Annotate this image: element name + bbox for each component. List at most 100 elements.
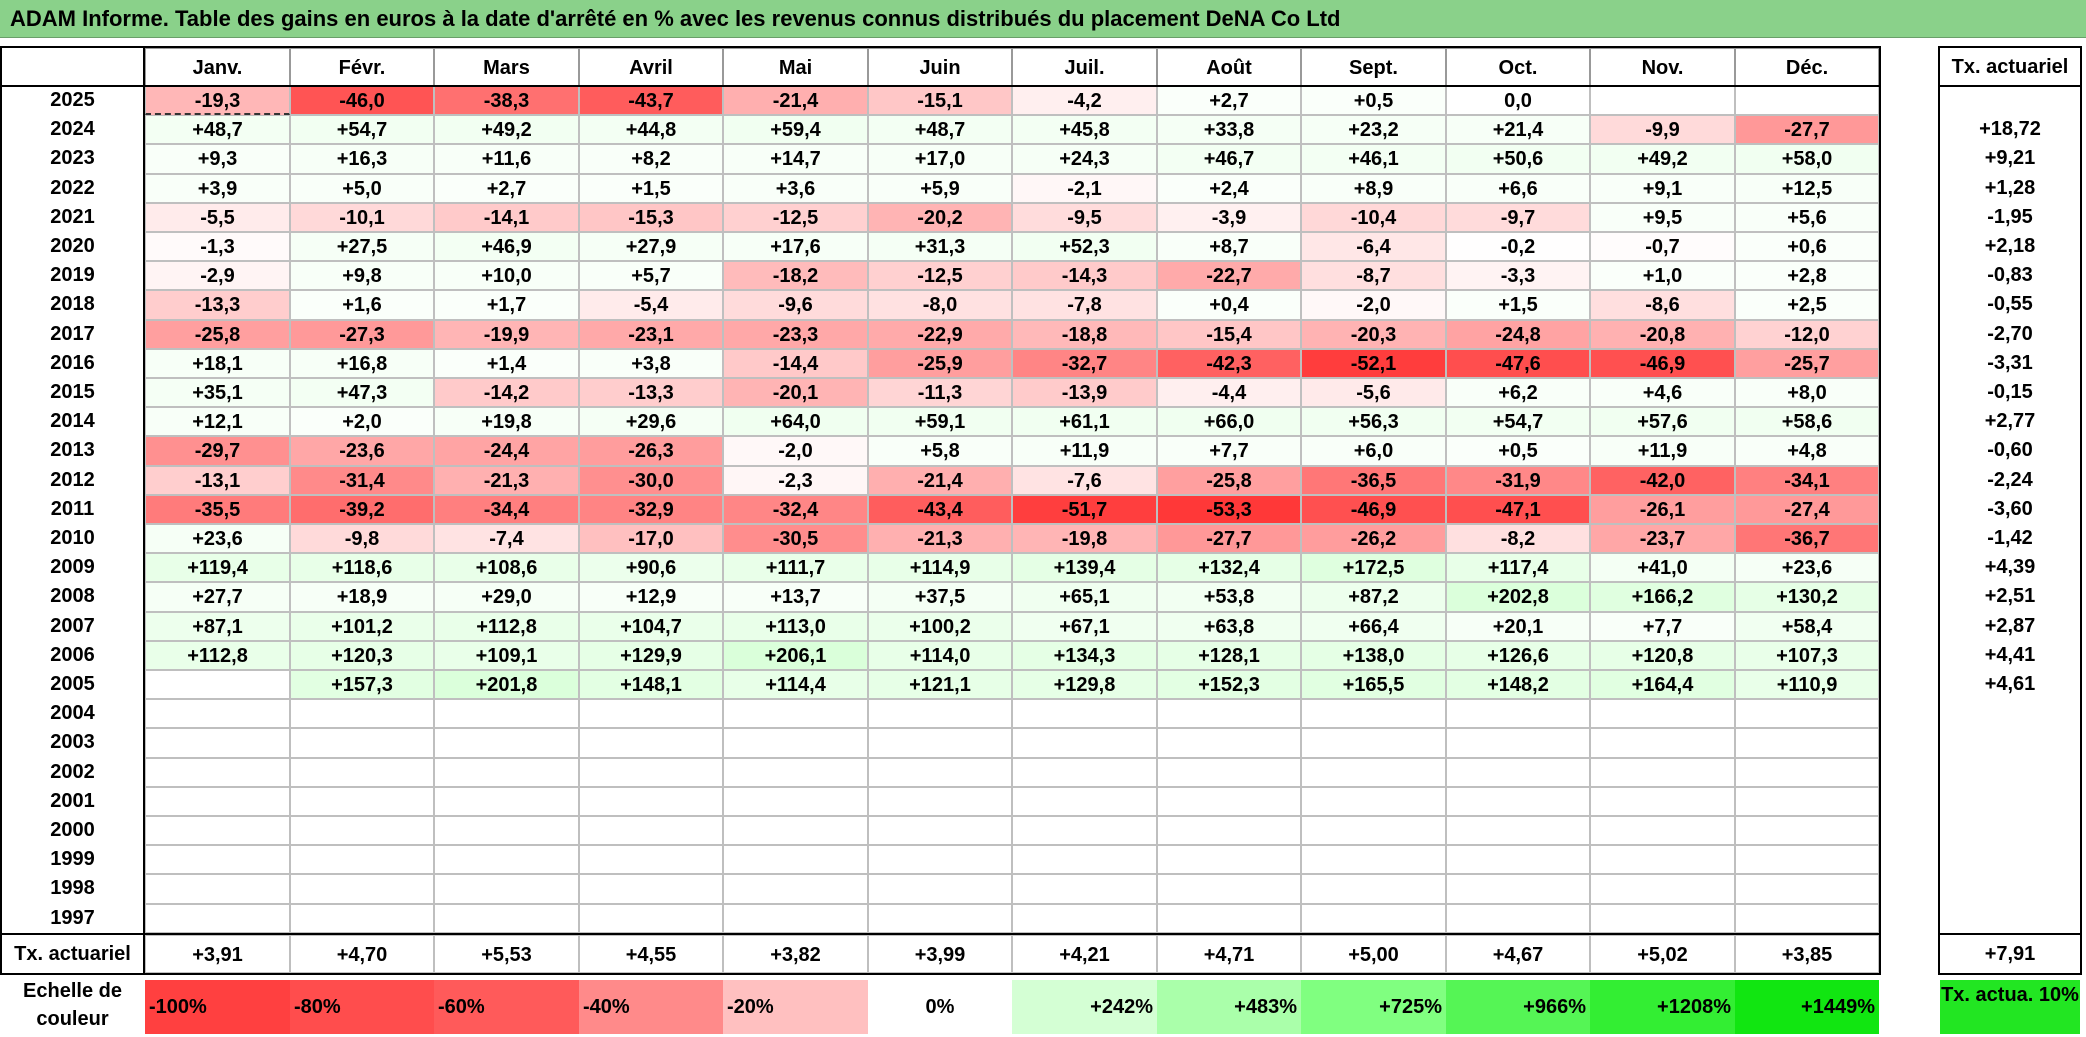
return-cell: +114,9 xyxy=(868,553,1012,583)
return-cell: +87,1 xyxy=(145,611,290,641)
return-cell: -5,5 xyxy=(145,202,290,232)
return-cell: +113,0 xyxy=(723,611,868,641)
row-tx-actuariel xyxy=(1940,728,2080,757)
return-cell: -34,1 xyxy=(1735,465,1879,495)
return-cell: +1,4 xyxy=(434,348,579,378)
return-cell: +9,8 xyxy=(290,261,434,291)
return-cell: +5,0 xyxy=(290,173,434,203)
return-cell: -6,4 xyxy=(1301,232,1446,262)
return-cell: +114,4 xyxy=(723,670,868,700)
return-cell: +23,6 xyxy=(1735,553,1879,583)
month-header: Déc. xyxy=(1735,48,1879,86)
year-label: 2002 xyxy=(50,760,95,783)
row-tx-actuariel: +2,87 xyxy=(1984,614,2036,637)
return-cell xyxy=(868,757,1012,787)
return-cell: +46,9 xyxy=(434,232,579,262)
footer-tx-cell: +5,00 xyxy=(1301,934,1446,973)
return-cell: -4,4 xyxy=(1157,378,1301,408)
return-cell xyxy=(1446,786,1590,816)
return-cell: -2,0 xyxy=(723,436,868,466)
return-cell: +104,7 xyxy=(579,611,723,641)
return-cell: +29,6 xyxy=(579,407,723,437)
return-cell: +166,2 xyxy=(1590,582,1735,612)
month-header: Avril xyxy=(579,48,723,86)
return-cell: +130,2 xyxy=(1735,582,1879,612)
return-cell xyxy=(1012,816,1157,846)
return-cell: +148,1 xyxy=(579,670,723,700)
return-cell: +12,9 xyxy=(579,582,723,612)
return-cell: +48,7 xyxy=(868,115,1012,145)
return-cell: +18,9 xyxy=(290,582,434,612)
row-tx-actuariel xyxy=(1940,787,2080,816)
return-cell: -1,3 xyxy=(145,232,290,262)
return-cell: +29,0 xyxy=(434,582,579,612)
return-cell: -2,9 xyxy=(145,261,290,291)
return-cell: +9,1 xyxy=(1590,173,1735,203)
return-cell: +3,6 xyxy=(723,173,868,203)
return-cell: +121,1 xyxy=(868,670,1012,700)
color-scale-swatch: -60% xyxy=(434,980,579,1034)
return-cell: +110,9 xyxy=(1735,670,1879,700)
return-cell: -36,5 xyxy=(1301,465,1446,495)
return-cell: +56,3 xyxy=(1301,407,1446,437)
return-cell: +8,0 xyxy=(1735,378,1879,408)
return-cell xyxy=(290,874,434,904)
return-cell: -35,5 xyxy=(145,494,290,524)
return-cell: -26,1 xyxy=(1590,494,1735,524)
return-cell: +66,0 xyxy=(1157,407,1301,437)
year-label: 2013 xyxy=(50,439,95,462)
return-cell: -23,6 xyxy=(290,436,434,466)
return-cell: +164,4 xyxy=(1590,670,1735,700)
return-cell xyxy=(1735,845,1879,875)
return-cell: -31,9 xyxy=(1446,465,1590,495)
return-cell: -19,8 xyxy=(1012,524,1157,554)
return-cell xyxy=(1012,903,1157,933)
return-cell: -42,3 xyxy=(1157,348,1301,378)
return-cell: +65,1 xyxy=(1012,582,1157,612)
header-separator-tx xyxy=(1938,85,2082,87)
return-cell xyxy=(723,845,868,875)
return-cell xyxy=(723,699,868,729)
year-label: 2017 xyxy=(50,322,95,345)
return-cell xyxy=(1301,903,1446,933)
return-cell: +23,2 xyxy=(1301,115,1446,145)
return-cell: +172,5 xyxy=(1301,553,1446,583)
return-cell: -5,6 xyxy=(1301,378,1446,408)
return-cell xyxy=(1301,786,1446,816)
return-cell: +17,6 xyxy=(723,232,868,262)
return-cell xyxy=(1012,845,1157,875)
return-cell: +46,1 xyxy=(1301,144,1446,174)
return-cell: -13,1 xyxy=(145,465,290,495)
return-cell xyxy=(723,874,868,904)
return-cell xyxy=(579,699,723,729)
return-cell: +52,3 xyxy=(1012,232,1157,262)
return-cell: +44,8 xyxy=(579,115,723,145)
return-cell: +24,3 xyxy=(1012,144,1157,174)
tx-actuariel-header: Tx. actuariel xyxy=(1951,56,2069,78)
month-header: Févr. xyxy=(290,48,434,86)
return-cell: +49,2 xyxy=(434,115,579,145)
return-cell: +31,3 xyxy=(868,232,1012,262)
return-cell: +54,7 xyxy=(1446,407,1590,437)
return-cell xyxy=(1590,903,1735,933)
year-label: 1997 xyxy=(50,906,95,929)
return-cell xyxy=(1735,816,1879,846)
color-scale-swatch: +1449% xyxy=(1735,980,1879,1034)
return-cell: +100,2 xyxy=(868,611,1012,641)
return-cell: +45,8 xyxy=(1012,115,1157,145)
year-label: 2015 xyxy=(50,381,95,403)
footer-tx-total: +7,91 xyxy=(1984,942,2036,965)
row-tx-actuariel: +2,51 xyxy=(1984,585,2036,608)
return-cell: -7,6 xyxy=(1012,465,1157,495)
year-label: 2016 xyxy=(50,351,95,374)
return-cell: +53,8 xyxy=(1157,582,1301,612)
footer-tx-cell: +3,85 xyxy=(1735,934,1879,973)
return-cell xyxy=(145,845,290,875)
return-cell: -36,7 xyxy=(1735,524,1879,554)
return-cell: -42,0 xyxy=(1590,465,1735,495)
return-cell: +5,6 xyxy=(1735,202,1879,232)
return-cell: +120,3 xyxy=(290,640,434,670)
return-cell: +129,8 xyxy=(1012,670,1157,700)
return-cell: +111,7 xyxy=(723,553,868,583)
return-cell xyxy=(1590,816,1735,846)
